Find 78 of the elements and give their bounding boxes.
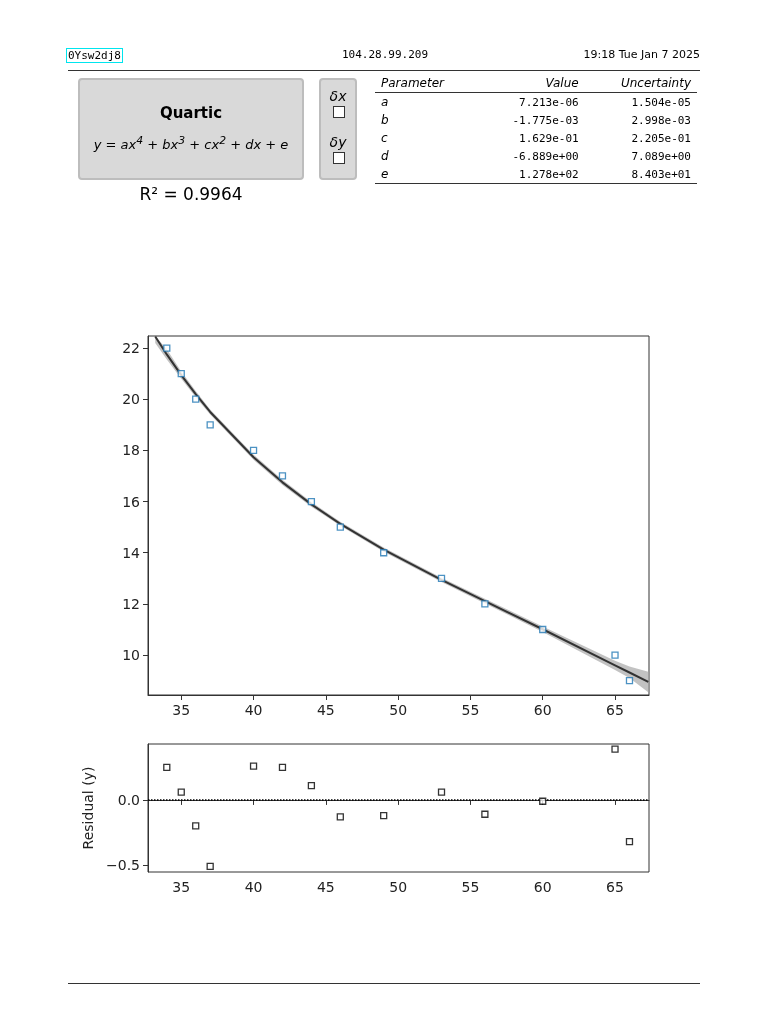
x-tick-label: 55 xyxy=(461,702,480,718)
text: y = ax$^{4}$ + bx$^{3}$ + cx$^{2}$ + dx + e xyxy=(92,134,290,153)
y-tick-label: 14 xyxy=(122,544,141,561)
y-axis-title: Residual (y) xyxy=(80,766,97,850)
text: 2.205e-01 xyxy=(630,130,692,147)
text: 1.278e+02 xyxy=(518,166,580,183)
text: 104.28.99.209 xyxy=(340,48,430,61)
y-tick-label: 16 xyxy=(122,493,141,510)
y-tick-label: 0.0 xyxy=(117,791,140,808)
text: a xyxy=(380,94,390,111)
point xyxy=(177,369,185,378)
x-tick-label: 50 xyxy=(389,879,408,895)
point xyxy=(192,822,200,830)
point xyxy=(206,421,214,429)
point xyxy=(539,625,547,634)
text: Quartic xyxy=(158,104,224,122)
point xyxy=(278,472,287,480)
point xyxy=(249,762,258,770)
point xyxy=(336,523,344,531)
point xyxy=(192,395,200,403)
point xyxy=(481,600,489,608)
point xyxy=(177,788,185,796)
y-tick-label: 22 xyxy=(122,340,140,357)
point xyxy=(206,862,214,870)
text: 0Ysw2dj8 xyxy=(66,48,123,63)
text: -6.889e+00 xyxy=(511,148,580,165)
text: -1.775e-03 xyxy=(511,112,580,129)
text: b xyxy=(380,112,390,129)
text: c xyxy=(380,130,389,147)
text: δx xyxy=(328,88,348,104)
y-tick-label: 10 xyxy=(122,647,140,664)
text: 1.504e-05 xyxy=(630,94,692,111)
point xyxy=(437,574,446,582)
point xyxy=(611,651,619,659)
text: 7.213e-06 xyxy=(518,94,580,111)
point xyxy=(625,837,634,846)
text: 8.403e+01 xyxy=(630,166,692,183)
point xyxy=(163,344,171,352)
text: Uncertainty xyxy=(619,75,692,92)
point xyxy=(481,810,489,818)
x-tick-label: 65 xyxy=(606,879,624,895)
point xyxy=(307,781,316,790)
point xyxy=(380,549,388,557)
text: e xyxy=(380,166,390,183)
y-tick-label: 18 xyxy=(122,442,140,459)
point xyxy=(307,497,316,506)
point xyxy=(336,813,344,821)
text: d xyxy=(380,148,390,165)
point xyxy=(278,763,287,772)
x-tick-label: 55 xyxy=(461,879,480,895)
point xyxy=(539,797,547,805)
point xyxy=(625,677,634,685)
text: 7.089e+00 xyxy=(630,148,692,165)
text: Parameter xyxy=(380,75,446,92)
y-tick-label: 20 xyxy=(122,391,140,408)
x-tick-label: 60 xyxy=(533,702,552,718)
x-tick-label: 60 xyxy=(533,879,552,895)
text: 19:18 Tue Jan 7 2025 xyxy=(583,48,700,61)
x-tick-label: 45 xyxy=(316,702,335,718)
x-tick-label: 40 xyxy=(244,702,263,718)
x-tick-label: 65 xyxy=(606,702,624,718)
x-tick-label: 50 xyxy=(389,702,408,718)
point xyxy=(611,745,619,753)
text: 1.629e-01 xyxy=(518,130,580,147)
text: 2.998e-03 xyxy=(630,112,692,129)
x-tick-label: 35 xyxy=(172,702,191,718)
y-tick-label: −0.5 xyxy=(106,856,140,873)
point xyxy=(249,446,258,455)
x-tick-label: 40 xyxy=(244,879,263,895)
point xyxy=(437,788,446,796)
x-tick-label: 35 xyxy=(172,879,191,895)
y-tick-label: 12 xyxy=(122,595,140,612)
point xyxy=(163,763,171,772)
text: Value xyxy=(544,75,580,92)
point xyxy=(380,811,388,820)
text: R² = 0.9964 xyxy=(138,184,244,204)
text: δy xyxy=(328,134,348,150)
x-tick-label: 45 xyxy=(316,879,335,895)
